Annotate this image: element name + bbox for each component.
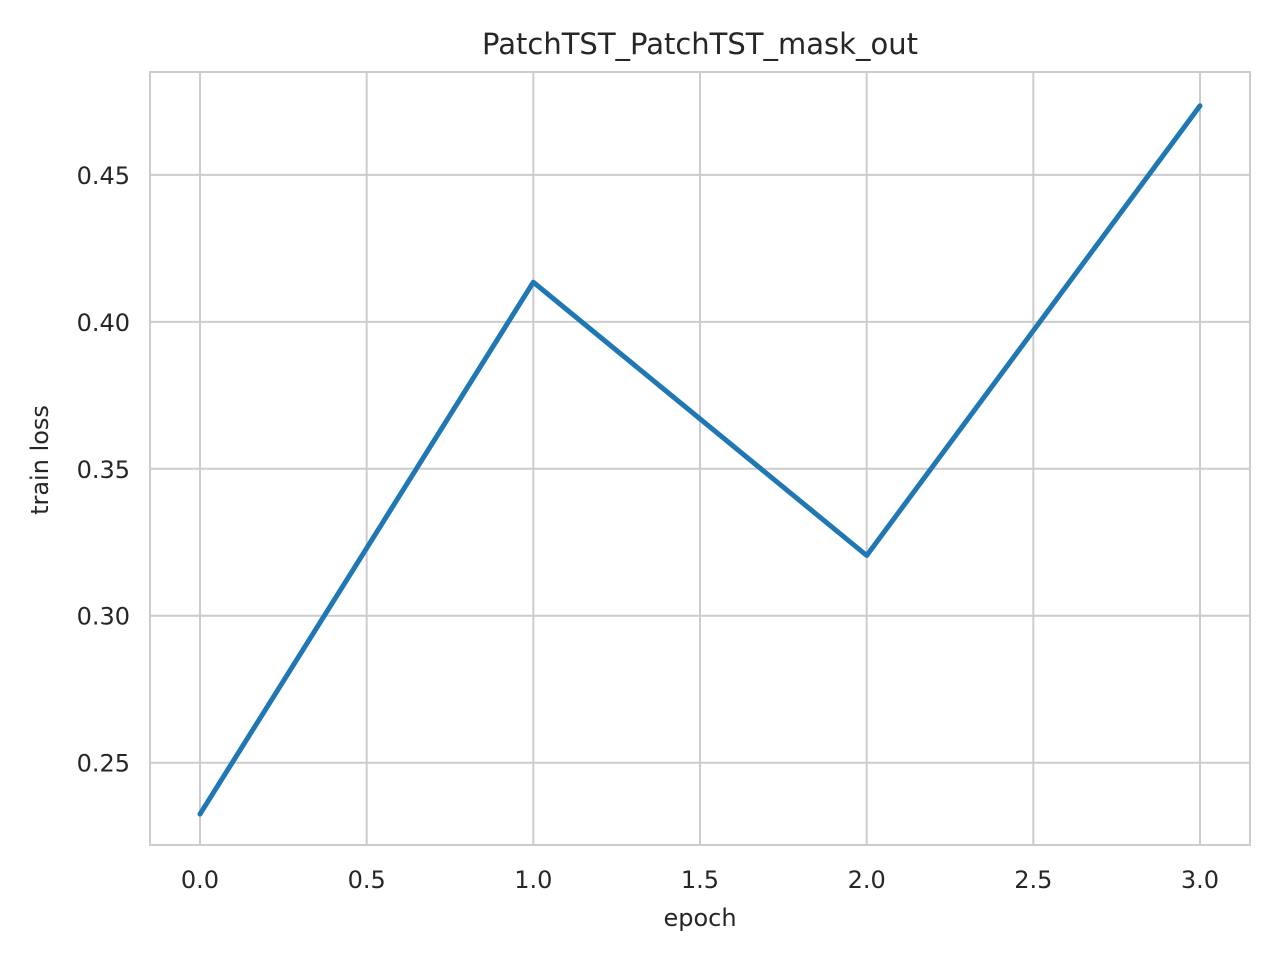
grid <box>150 72 1250 845</box>
x-tick-label: 3.0 <box>1181 866 1219 894</box>
y-axis-ticks: 0.25 0.30 0.35 0.40 0.45 <box>77 162 130 778</box>
y-tick-label: 0.35 <box>77 456 130 484</box>
y-tick-label: 0.40 <box>77 309 130 337</box>
plot-area-frame <box>149 71 1251 846</box>
x-tick-label: 2.5 <box>1014 866 1052 894</box>
series-layer <box>197 103 1203 817</box>
x-tick-label: 1.5 <box>681 866 719 894</box>
y-axis-label: train loss <box>26 405 54 515</box>
y-tick-label: 0.30 <box>77 603 130 631</box>
x-tick-label: 0.5 <box>348 866 386 894</box>
series-line <box>197 103 1203 817</box>
x-tick-label: 1.0 <box>514 866 552 894</box>
x-tick-label: 2.0 <box>848 866 886 894</box>
x-tick-label: 0.0 <box>181 866 219 894</box>
x-axis-label: epoch <box>663 904 736 932</box>
y-tick-label: 0.25 <box>77 750 130 778</box>
x-axis-ticks: 0.0 0.5 1.0 1.5 2.0 2.5 3.0 <box>181 866 1219 894</box>
chart-title: PatchTST_PatchTST_mask_out <box>482 27 918 61</box>
y-tick-label: 0.45 <box>77 162 130 190</box>
